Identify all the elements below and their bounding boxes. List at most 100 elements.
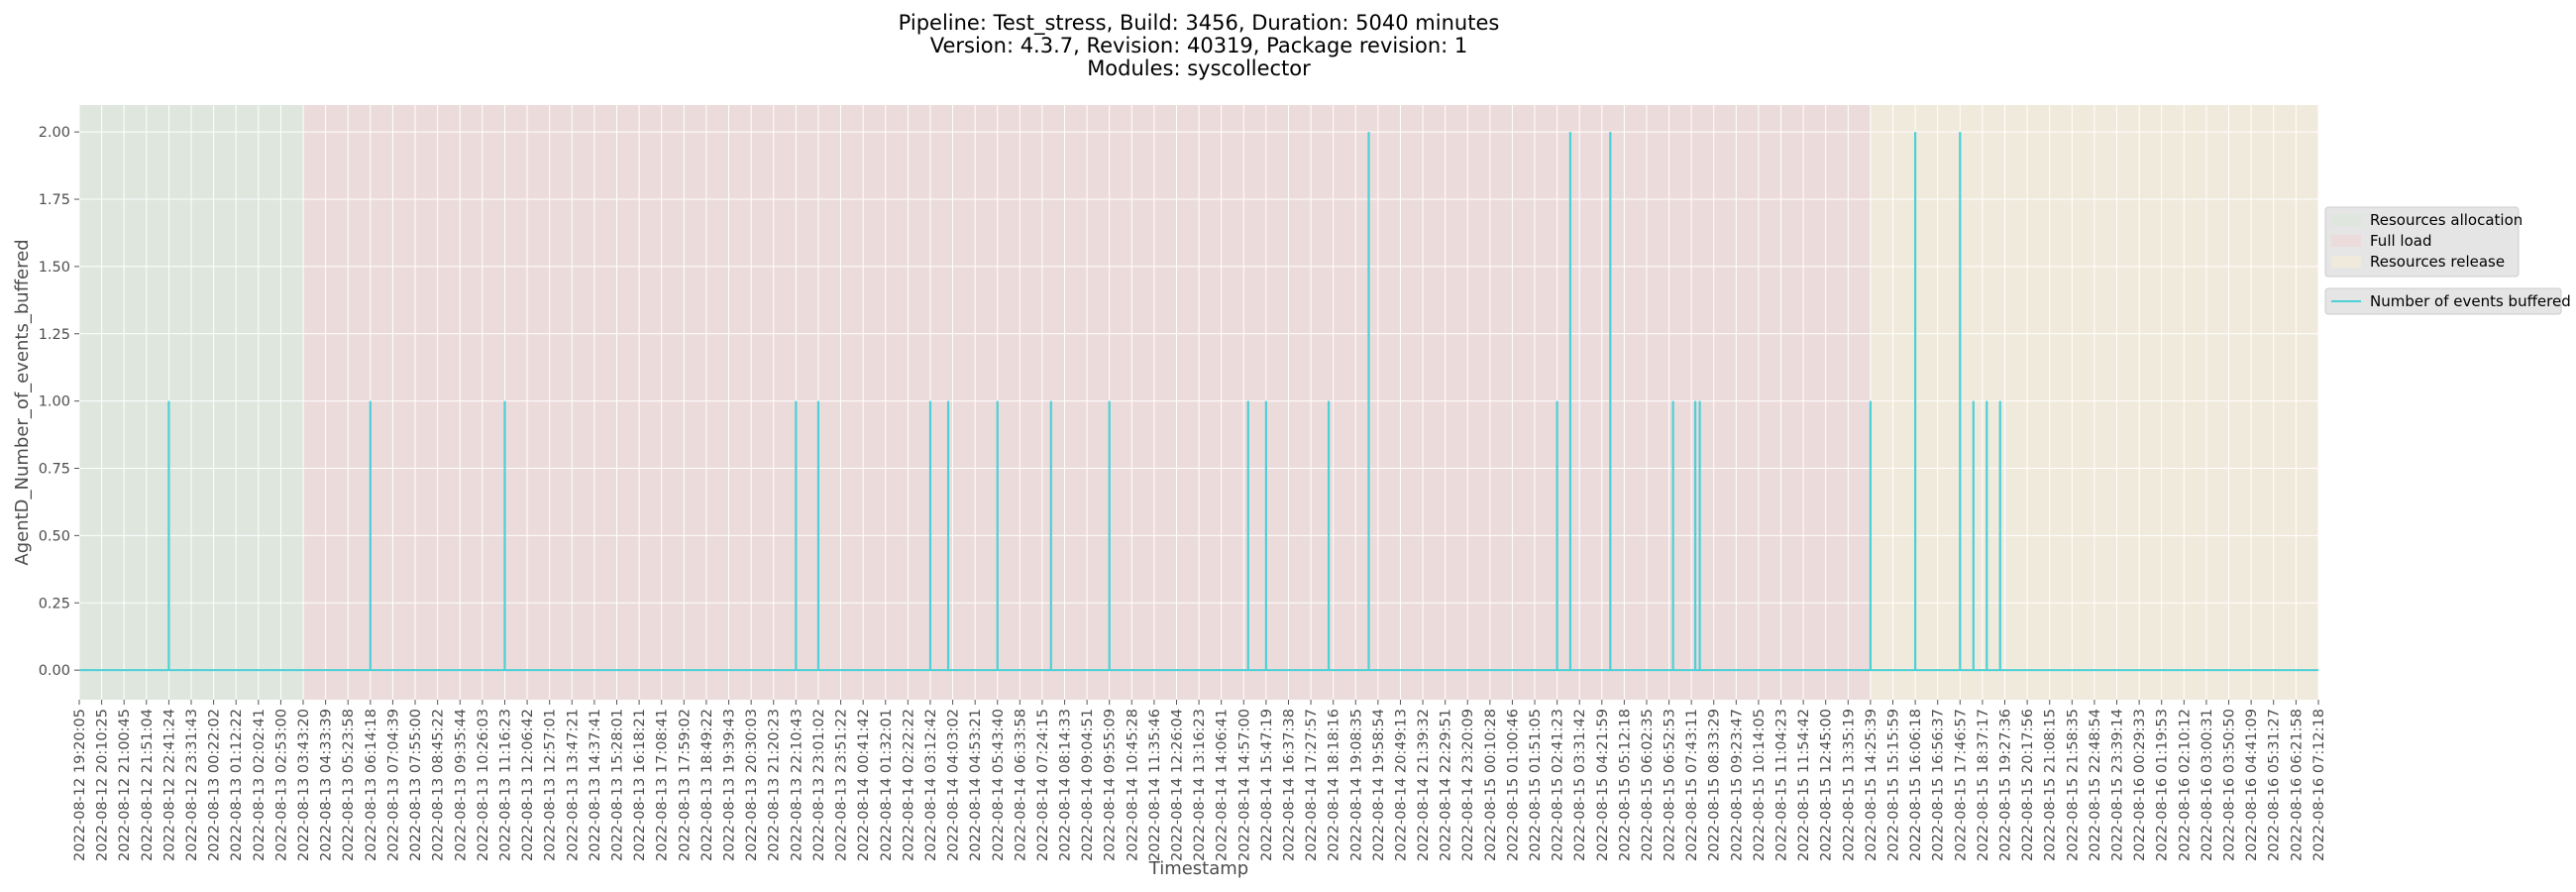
x-tick-label: 2022-08-15 17:46:57 xyxy=(1953,709,1969,861)
x-tick-label: 2022-08-14 10:45:28 xyxy=(1125,709,1140,861)
x-tick-label: 2022-08-13 09:35:44 xyxy=(453,709,469,861)
x-tick-label: 2022-08-15 21:58:35 xyxy=(2065,709,2081,861)
legend-series-box xyxy=(2324,287,2562,315)
x-tick-label: 2022-08-13 03:43:20 xyxy=(296,709,312,861)
chart-title: Pipeline: Test_stress, Build: 3456, Dura… xyxy=(899,11,1500,80)
x-tick-label: 2022-08-16 03:00:31 xyxy=(2200,709,2215,861)
legend-phase-label: Full load xyxy=(2370,232,2431,250)
x-tick-label: 2022-08-13 07:04:39 xyxy=(385,709,401,861)
x-tick-label: 2022-08-15 02:41:23 xyxy=(1551,709,1566,861)
legend-series-label: Number of events buffered xyxy=(2370,292,2571,310)
legend-phases: Resources allocation Full load Resources r… xyxy=(2324,206,2522,278)
x-tick-label: 2022-08-13 10:26:03 xyxy=(476,709,491,861)
x-tick-label: 2022-08-14 04:53:21 xyxy=(968,709,984,861)
x-tick-label: 2022-08-14 13:16:23 xyxy=(1192,709,1208,861)
x-tick-label: 2022-08-15 22:48:54 xyxy=(2088,709,2103,861)
x-tick-label: 2022-08-15 13:35:19 xyxy=(1841,709,1857,861)
x-tick-label: 2022-08-15 01:51:05 xyxy=(1528,709,1544,861)
x-tick-label: 2022-08-13 22:10:43 xyxy=(789,709,805,861)
y-tick-label: 0.50 xyxy=(39,528,70,544)
y-tick-label: 0.00 xyxy=(39,663,70,679)
x-tick-label: 2022-08-14 05:43:40 xyxy=(991,709,1007,861)
x-tick-label: 2022-08-14 16:37:38 xyxy=(1281,709,1297,861)
x-tick-label: 2022-08-13 12:57:01 xyxy=(543,709,559,861)
x-tick-label: 2022-08-14 09:04:51 xyxy=(1080,709,1096,861)
x-tick-label: 2022-08-15 20:17:56 xyxy=(2020,709,2036,861)
x-tick-label: 2022-08-13 15:28:01 xyxy=(609,709,625,861)
x-tick-label: 2022-08-15 11:54:42 xyxy=(1796,709,1812,861)
x-tick-label: 2022-08-13 17:08:41 xyxy=(655,709,671,861)
x-tick-label: 2022-08-13 12:06:42 xyxy=(520,709,536,861)
x-tick-label: 2022-08-16 06:21:58 xyxy=(2289,709,2305,861)
x-tick-label: 2022-08-16 05:31:27 xyxy=(2267,709,2283,861)
x-tick-label: 2022-08-14 12:26:04 xyxy=(1169,709,1185,861)
legend-swatch xyxy=(2331,214,2361,226)
x-tick-label: 2022-08-12 21:51:04 xyxy=(140,709,156,861)
series-0 xyxy=(79,132,2318,672)
x-tick-label: 2022-08-13 04:33:39 xyxy=(319,709,335,861)
x-tick-label: 2022-08-12 20:10:25 xyxy=(95,709,111,861)
y-tick-label: 1.75 xyxy=(39,192,70,208)
x-tick-label: 2022-08-15 01:00:46 xyxy=(1505,709,1521,861)
x-tick-label: 2022-08-16 01:19:53 xyxy=(2155,709,2171,861)
x-tick-label: 2022-08-15 06:52:53 xyxy=(1663,709,1678,861)
x-tick-label: 2022-08-13 23:51:22 xyxy=(834,709,850,861)
x-tick-label: 2022-08-13 18:49:22 xyxy=(699,709,715,861)
x-tick-label: 2022-08-13 11:16:23 xyxy=(497,709,513,861)
y-axis-label: AgentD_Number_of_events_buffered xyxy=(12,239,33,565)
x-tick-label: 2022-08-15 12:45:00 xyxy=(1819,709,1835,861)
x-tick-label: 2022-08-14 11:35:46 xyxy=(1147,709,1163,861)
x-tick-label: 2022-08-14 01:32:01 xyxy=(879,709,895,861)
x-tick-label: 2022-08-14 19:08:35 xyxy=(1348,709,1364,861)
x-tick-label: 2022-08-15 18:37:17 xyxy=(1976,709,1991,861)
x-tick-label: 2022-08-13 06:14:18 xyxy=(364,709,379,861)
y-tick-label: 1.00 xyxy=(39,394,70,410)
x-tick-label: 2022-08-14 08:14:33 xyxy=(1058,709,1074,861)
y-tick-label: 0.75 xyxy=(39,462,70,478)
x-tick-label: 2022-08-14 20:49:13 xyxy=(1393,709,1409,861)
x-tick-label: 2022-08-16 00:29:33 xyxy=(2132,709,2148,861)
x-tick-label: 2022-08-14 07:24:15 xyxy=(1035,709,1051,861)
x-tick-label: 2022-08-15 00:10:28 xyxy=(1483,709,1499,861)
x-tick-label: 2022-08-12 23:31:43 xyxy=(184,709,200,861)
x-tick-label: 2022-08-15 14:25:39 xyxy=(1864,709,1879,861)
x-tick-label: 2022-08-15 16:56:37 xyxy=(1931,709,1947,861)
x-tick-label: 2022-08-15 03:31:42 xyxy=(1572,709,1588,861)
x-tick-label: 2022-08-14 04:03:02 xyxy=(946,709,962,861)
x-tick-label: 2022-08-15 06:02:35 xyxy=(1640,709,1656,861)
x-tick-label: 2022-08-13 02:53:00 xyxy=(273,709,289,861)
x-tick-label: 2022-08-14 06:33:58 xyxy=(1013,709,1028,861)
legend-phases-box xyxy=(2324,206,2520,278)
x-tick-label: 2022-08-14 03:12:42 xyxy=(923,709,939,861)
x-tick-label: 2022-08-14 17:27:57 xyxy=(1304,709,1320,861)
y-tick-label: 2.00 xyxy=(39,125,70,141)
x-axis-label: Timestamp xyxy=(1148,858,1248,879)
x-tick-label: 2022-08-13 21:20:23 xyxy=(767,709,783,861)
x-tick-label: 2022-08-15 09:23:47 xyxy=(1729,709,1745,861)
x-tick-label: 2022-08-16 04:41:09 xyxy=(2244,709,2260,861)
x-tick-label: 2022-08-15 10:14:05 xyxy=(1752,709,1768,861)
x-tick-label: 2022-08-13 08:45:22 xyxy=(431,709,447,861)
x-tick-label: 2022-08-13 20:30:03 xyxy=(744,709,760,861)
y-axis: 0.00 0.25 0.50 0.75 1.00 1.25 1.50 1.75 2.00 xyxy=(39,125,79,679)
x-axis: 2022-08-12 19:20:05 2022-08-12 20:10:25 20… xyxy=(72,700,2327,861)
series-layer xyxy=(79,132,2318,672)
x-tick-label: 2022-08-14 22:29:51 xyxy=(1439,709,1454,861)
title-line-2: Version: 4.3.7, Revision: 40319, Package… xyxy=(930,34,1468,57)
x-tick-label: 2022-08-14 09:55:09 xyxy=(1103,709,1119,861)
x-tick-label: 2022-08-13 13:47:21 xyxy=(565,709,581,861)
x-tick-label: 2022-08-15 07:43:11 xyxy=(1684,709,1700,861)
x-tick-label: 2022-08-13 01:12:22 xyxy=(229,709,245,861)
x-tick-label: 2022-08-13 02:02:41 xyxy=(252,709,268,861)
x-tick-label: 2022-08-15 08:33:29 xyxy=(1707,709,1723,861)
x-tick-label: 2022-08-15 23:39:14 xyxy=(2110,709,2126,861)
x-tick-label: 2022-08-16 02:10:12 xyxy=(2177,709,2193,861)
x-tick-label: 2022-08-14 18:18:16 xyxy=(1327,709,1342,861)
x-tick-label: 2022-08-13 17:59:02 xyxy=(677,709,693,861)
x-tick-label: 2022-08-13 16:18:21 xyxy=(632,709,648,861)
x-tick-label: 2022-08-13 07:55:00 xyxy=(408,709,424,861)
x-tick-label: 2022-08-14 14:06:41 xyxy=(1215,709,1231,861)
x-tick-label: 2022-08-12 22:41:24 xyxy=(161,709,177,861)
x-tick-label: 2022-08-14 19:58:54 xyxy=(1371,709,1387,861)
